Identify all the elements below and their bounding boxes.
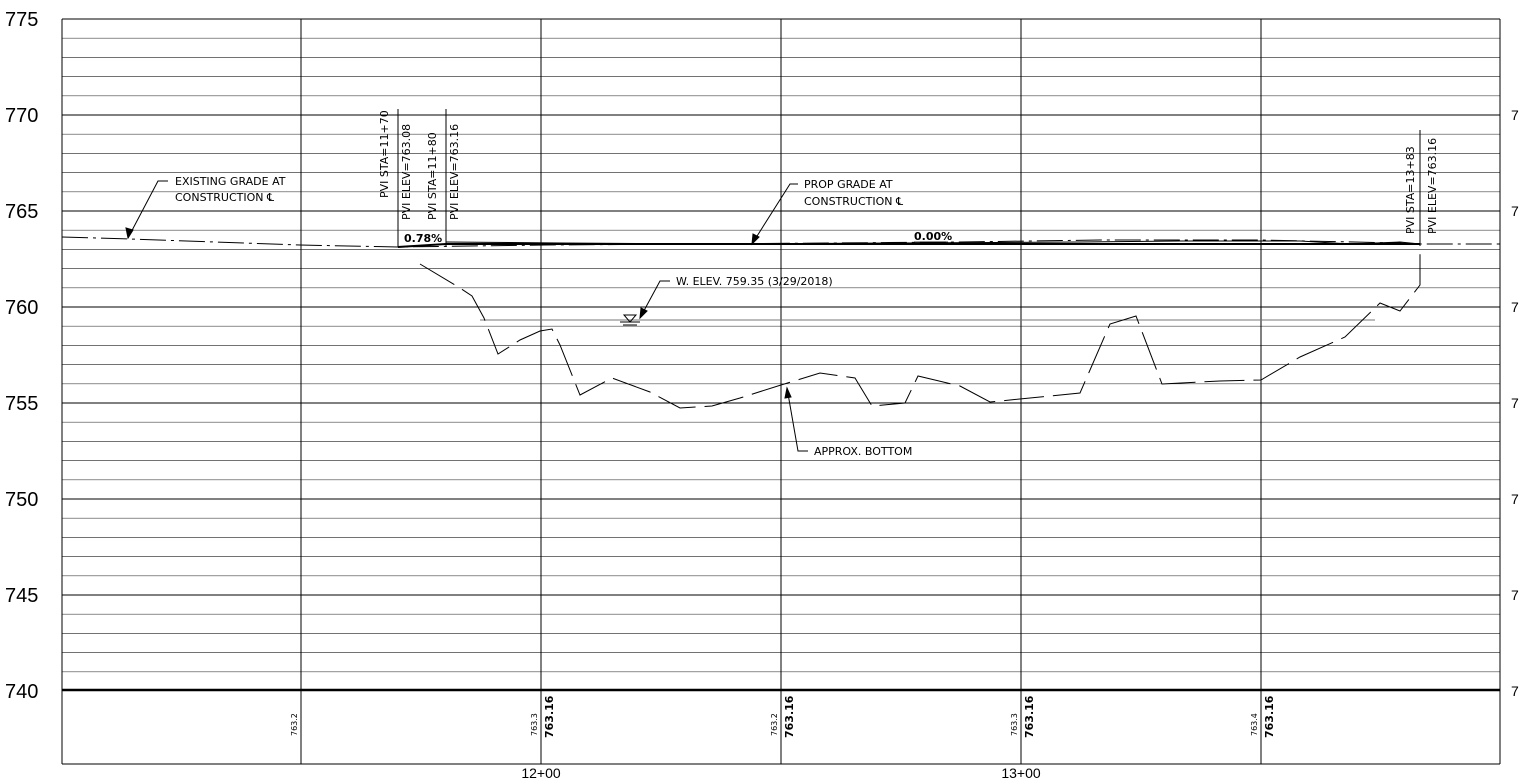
band-existing-5: 763.4 [1250, 713, 1259, 736]
y-tick-745: 745 [5, 585, 38, 607]
y-axis-labels-right: 7 7 7 7 7 7 7 [1511, 107, 1519, 699]
band-proposed-4: 763.16 [1263, 695, 1276, 738]
y-tick-right-765: 7 [1511, 203, 1519, 219]
y-axis-labels: 775 770 765 760 755 750 745 740 [5, 9, 38, 703]
pvi2-sta: PVI STA=11+80 [426, 132, 439, 220]
band-existing-2: 763.3 [530, 713, 539, 736]
pvi1-sta: PVI STA=11+70 [378, 110, 391, 198]
y-tick-right-760: 7 [1511, 299, 1519, 315]
y-tick-765: 765 [5, 201, 38, 223]
pvi3-sta: PVI STA=13+83 [1404, 146, 1417, 234]
pvi3-elev: PVI ELEV=763.16 [1426, 138, 1439, 234]
band-existing-1: 763.2 [290, 713, 299, 736]
y-tick-right-745: 7 [1511, 587, 1519, 603]
band-existing-4: 763.3 [1010, 713, 1019, 736]
existing-grade-label-2: CONSTRUCTION ℄ [175, 191, 274, 204]
band-proposed-1: 763.16 [543, 695, 556, 738]
pvi2-elev: PVI ELEV=763.16 [448, 124, 461, 220]
approx-bottom-leader [784, 386, 808, 452]
y-tick-770: 770 [5, 105, 38, 127]
y-tick-755: 755 [5, 393, 38, 415]
channel-bottom-line [419, 246, 1421, 409]
slope-label-2: 0.00% [914, 230, 952, 243]
band-proposed-2: 763.16 [783, 695, 796, 738]
y-tick-right-770: 7 [1511, 107, 1519, 123]
y-tick-775: 775 [5, 9, 38, 31]
water-elevation-symbol-icon [620, 314, 640, 326]
y-tick-right-755: 7 [1511, 395, 1519, 411]
y-tick-760: 760 [5, 297, 38, 319]
band-proposed-elevations: 763.16 763.16 763.16 763.16 [543, 695, 1276, 738]
slope-label-1: 0.78% [404, 232, 442, 245]
approx-bottom-label: APPROX. BOTTOM [814, 445, 912, 458]
x-tick-13-00: 13+00 [1001, 765, 1041, 781]
y-tick-750: 750 [5, 489, 38, 511]
x-tick-12-00: 12+00 [521, 765, 561, 781]
pvi-lines [397, 109, 1421, 247]
proposed-grade-line [397, 243, 1420, 248]
y-tick-740: 740 [5, 681, 38, 703]
proposed-grade-jitter [445, 240, 1421, 245]
band-existing-3: 763.2 [770, 713, 779, 736]
water-elev-label: W. ELEV. 759.35 (3/29/2018) [676, 275, 833, 288]
y-tick-right-740: 7 [1511, 683, 1519, 699]
existing-grade-leader [125, 180, 168, 240]
prop-grade-label-2: CONSTRUCTION ℄ [804, 195, 903, 208]
prop-grade-label-1: PROP GRADE AT [804, 178, 893, 191]
y-tick-right-750: 7 [1511, 491, 1519, 507]
station-gridlines [61, 19, 1501, 764]
existing-grade-label-1: EXISTING GRADE AT [175, 175, 286, 188]
band-proposed-3: 763.16 [1023, 695, 1036, 738]
prop-grade-leader [751, 183, 798, 246]
water-elev-leader [639, 280, 670, 320]
band-existing-elevations: 763.2 763.3 763.2 763.3 763.4 [290, 713, 1259, 736]
pvi1-elev: PVI ELEV=763.08 [400, 124, 413, 220]
